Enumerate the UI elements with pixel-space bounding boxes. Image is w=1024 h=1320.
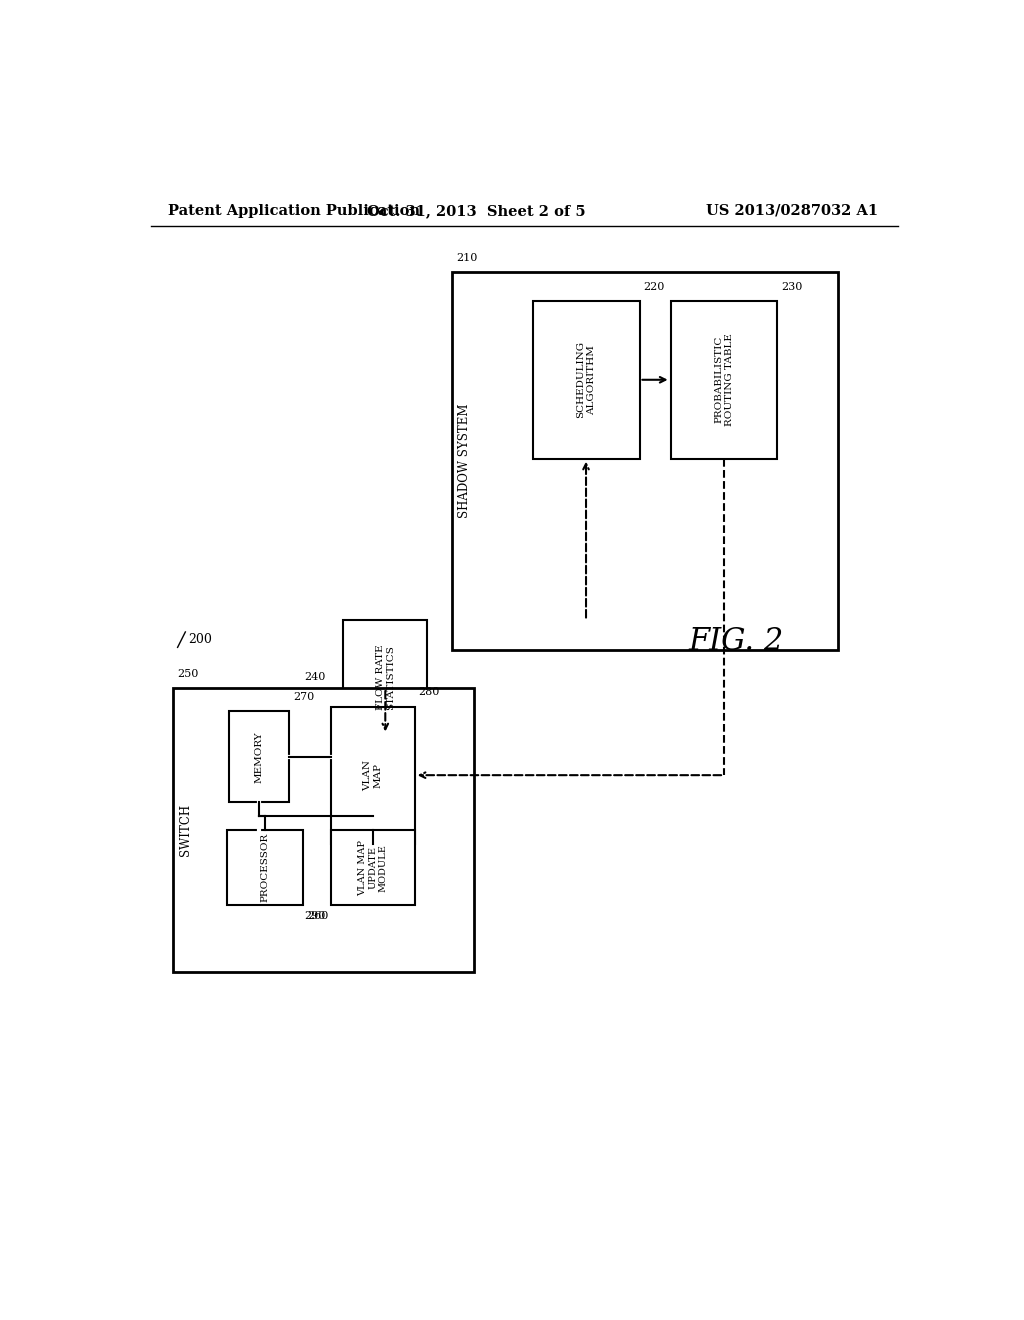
Text: FIG. 2: FIG. 2 bbox=[689, 627, 784, 657]
Text: SCHEDULING
ALGORITHM: SCHEDULING ALGORITHM bbox=[577, 341, 596, 418]
Text: 280: 280 bbox=[419, 688, 440, 697]
Text: SWITCH: SWITCH bbox=[179, 804, 191, 855]
Text: Patent Application Publication: Patent Application Publication bbox=[168, 203, 420, 218]
Text: 270: 270 bbox=[293, 692, 314, 702]
Bar bbox=[671, 301, 777, 459]
Bar bbox=[228, 711, 289, 803]
Bar bbox=[331, 706, 415, 843]
Bar bbox=[452, 272, 838, 649]
Text: FLOW RATE
STATISTICS: FLOW RATE STATISTICS bbox=[376, 644, 395, 710]
Bar bbox=[532, 301, 640, 459]
Text: 210: 210 bbox=[456, 253, 477, 263]
Text: Oct. 31, 2013  Sheet 2 of 5: Oct. 31, 2013 Sheet 2 of 5 bbox=[368, 203, 586, 218]
Text: SHADOW SYSTEM: SHADOW SYSTEM bbox=[458, 404, 471, 519]
Bar bbox=[331, 830, 415, 906]
Text: VLAN MAP
UPDATE
MODULE: VLAN MAP UPDATE MODULE bbox=[358, 840, 388, 895]
Text: MEMORY: MEMORY bbox=[255, 731, 263, 783]
Text: 250: 250 bbox=[177, 669, 199, 678]
Text: 260: 260 bbox=[307, 911, 329, 921]
Text: US 2013/0287032 A1: US 2013/0287032 A1 bbox=[707, 203, 879, 218]
Text: VLAN
MAP: VLAN MAP bbox=[364, 760, 383, 791]
Text: PROCESSOR: PROCESSOR bbox=[261, 833, 269, 902]
Bar bbox=[173, 688, 474, 972]
Text: 290: 290 bbox=[304, 911, 326, 921]
Bar bbox=[227, 830, 303, 906]
Text: 240: 240 bbox=[305, 672, 326, 682]
Bar bbox=[343, 620, 427, 734]
Text: PROBABILISTIC
ROUTING TABLE: PROBABILISTIC ROUTING TABLE bbox=[715, 334, 733, 426]
Text: 200: 200 bbox=[188, 634, 212, 647]
Text: 230: 230 bbox=[781, 281, 803, 292]
Text: 220: 220 bbox=[643, 281, 665, 292]
